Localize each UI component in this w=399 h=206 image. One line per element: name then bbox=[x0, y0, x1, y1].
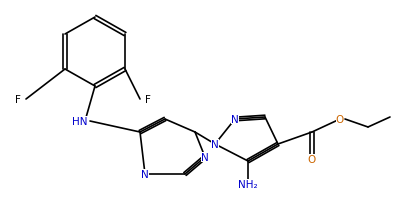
Text: F: F bbox=[145, 95, 151, 104]
Text: O: O bbox=[336, 115, 344, 124]
Text: N: N bbox=[141, 169, 149, 179]
Text: NH₂: NH₂ bbox=[238, 179, 258, 189]
Text: F: F bbox=[15, 95, 21, 104]
Text: N: N bbox=[231, 115, 239, 124]
Text: N: N bbox=[201, 152, 209, 162]
Text: O: O bbox=[308, 154, 316, 164]
Text: HN: HN bbox=[72, 116, 88, 126]
Text: N: N bbox=[211, 139, 219, 149]
